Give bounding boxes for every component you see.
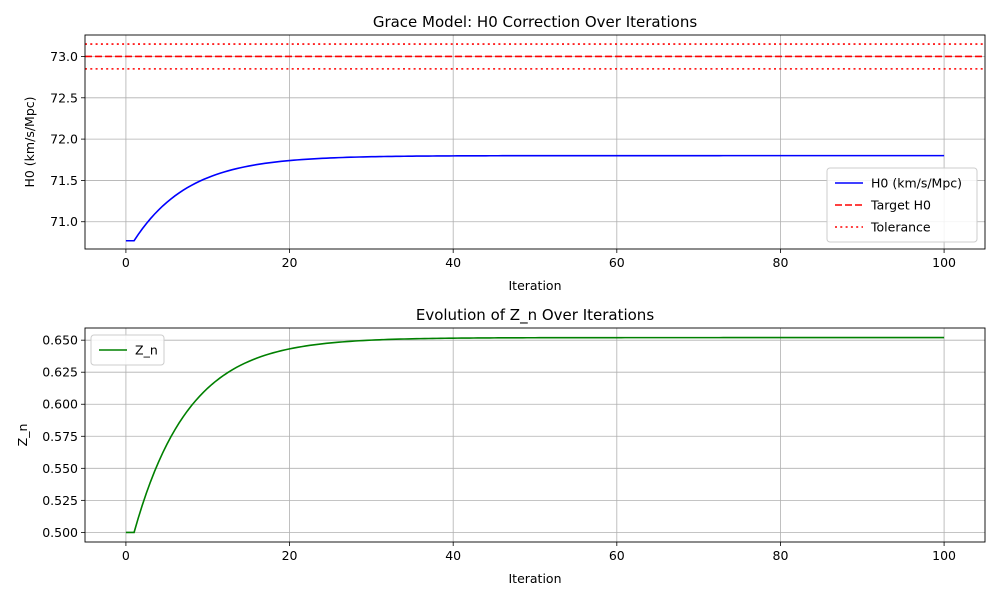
zn-y-tick-label: 0.650 bbox=[42, 333, 78, 348]
zn-legend-label: Z_n bbox=[135, 343, 158, 358]
h0-y-tick-label: 71.0 bbox=[50, 214, 78, 229]
zn-x-axis-label: Iteration bbox=[508, 571, 561, 586]
h0-y-tick-label: 72.5 bbox=[50, 90, 78, 105]
zn-y-axis-label: Z_n bbox=[15, 424, 30, 447]
h0-x-tick-label: 100 bbox=[932, 255, 956, 270]
zn-y-tick-label: 0.525 bbox=[42, 493, 78, 508]
zn-y-tick-label: 0.575 bbox=[42, 429, 78, 444]
h0-x-tick-label: 40 bbox=[445, 255, 461, 270]
zn-series-line bbox=[125, 336, 945, 534]
zn-legend: Z_n bbox=[90, 334, 165, 366]
zn-axes-frame bbox=[84, 327, 986, 543]
zn-x-tick-label: 80 bbox=[773, 548, 789, 563]
zn-y-tick-label: 0.625 bbox=[42, 365, 78, 380]
h0-x-axis-label: Iteration bbox=[508, 278, 561, 293]
zn-evolution-subplot: Evolution of Z_n Over Iterations 0 20 40 60 8… bbox=[15, 306, 986, 586]
h0-legend-box bbox=[826, 167, 978, 243]
zn-y-tick-label: 0.550 bbox=[42, 461, 78, 476]
h0-x-tick-label: 80 bbox=[773, 255, 789, 270]
h0-legend-label: Tolerance bbox=[870, 220, 931, 235]
h0-legend: H0 (km/s/Mpc) Target H0 Tolerance bbox=[826, 167, 978, 243]
h0-correction-subplot: Grace Model: H0 Correction Over Iteratio… bbox=[22, 13, 986, 293]
zn-y-tick-label: 0.500 bbox=[42, 525, 78, 540]
h0-legend-label: H0 (km/s/Mpc) bbox=[871, 176, 962, 191]
h0-y-tick-label: 72.0 bbox=[50, 132, 78, 147]
zn-chart-title: Evolution of Z_n Over Iterations bbox=[416, 306, 654, 325]
zn-x-tick-label: 40 bbox=[445, 548, 461, 563]
h0-chart-title: Grace Model: H0 Correction Over Iteratio… bbox=[373, 13, 698, 31]
zn-x-tick-label: 20 bbox=[282, 548, 298, 563]
h0-x-tick-label: 20 bbox=[282, 255, 298, 270]
h0-series-line bbox=[125, 154, 945, 242]
zn-legend-box bbox=[90, 334, 165, 366]
zn-x-tick-label: 60 bbox=[609, 548, 625, 563]
zn-x-tick-label: 100 bbox=[932, 548, 956, 563]
zn-y-tick-label: 0.600 bbox=[42, 397, 78, 412]
h0-x-tick-label: 60 bbox=[609, 255, 625, 270]
h0-legend-label: Target H0 bbox=[870, 198, 931, 213]
h0-y-axis-label: H0 (km/s/Mpc) bbox=[22, 96, 37, 187]
h0-y-tick-label: 73.0 bbox=[50, 49, 78, 64]
h0-axes-frame bbox=[84, 34, 986, 250]
h0-x-tick-label: 0 bbox=[122, 255, 130, 270]
zn-x-tick-label: 0 bbox=[122, 548, 130, 563]
h0-y-tick-label: 71.5 bbox=[50, 173, 78, 188]
